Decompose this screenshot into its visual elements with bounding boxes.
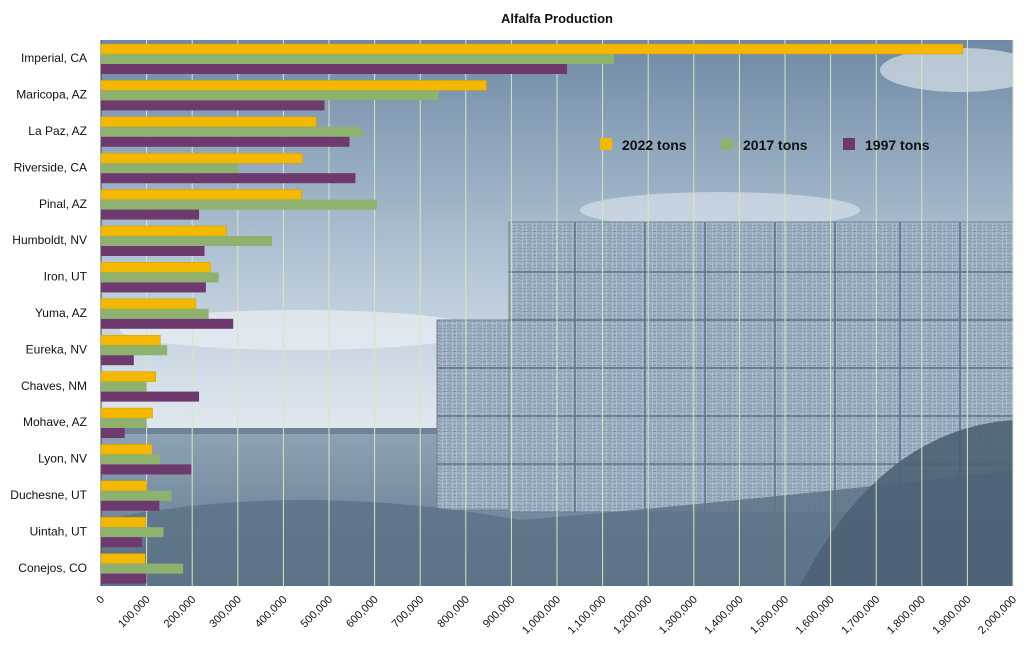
x-tick-label: 800,000 — [435, 594, 472, 631]
category-label: Iron, UT — [44, 270, 88, 284]
bar — [100, 553, 146, 564]
category-labels: Imperial, CA Maricopa, AZ La Paz, AZ Rivers… — [10, 51, 87, 575]
bar — [101, 199, 377, 210]
category-label: Imperial, CA — [21, 51, 87, 65]
bar — [101, 355, 134, 366]
bar — [101, 381, 147, 392]
legend-label: 1997 tons — [865, 137, 930, 153]
bar — [101, 418, 147, 428]
bar — [101, 100, 325, 111]
x-tick-label: 1,800,000 — [885, 594, 928, 637]
bar — [101, 308, 209, 319]
bar — [101, 282, 206, 293]
bar — [101, 563, 184, 574]
bar — [100, 80, 487, 91]
legend: 2022 tons 2017 tons 1997 tons — [600, 137, 930, 153]
bar — [101, 345, 168, 356]
bars — [100, 43, 964, 584]
bar — [101, 136, 350, 147]
x-tick-label: 1,700,000 — [839, 594, 882, 637]
bar — [100, 516, 146, 528]
bar — [101, 90, 439, 101]
x-axis-tick-labels: 0 100,000 200,000 300,000 400,000 500,000 600,… — [94, 594, 1019, 637]
x-tick-label: 700,000 — [390, 594, 427, 631]
bar — [100, 43, 964, 55]
bar — [101, 464, 192, 475]
bar — [100, 225, 227, 237]
bar — [101, 318, 234, 329]
category-label: Lyon, NV — [38, 452, 87, 466]
category-label: Humboldt, NV — [12, 233, 87, 247]
bar — [100, 262, 211, 273]
x-tick-label: 1,000,000 — [520, 594, 563, 637]
bar — [101, 428, 125, 438]
category-label: La Paz, AZ — [28, 124, 87, 138]
category-label: Mohave, AZ — [23, 415, 87, 429]
x-tick-label: 900,000 — [481, 594, 518, 631]
bar — [101, 54, 614, 64]
bar — [101, 64, 568, 74]
bar — [101, 391, 200, 402]
bar — [101, 454, 161, 465]
category-label: Riverside, CA — [14, 160, 87, 174]
x-tick-label: 1,500,000 — [748, 594, 791, 637]
chart-title: Alfalfa Production — [501, 11, 613, 26]
legend-label: 2017 tons — [743, 137, 808, 153]
bar — [101, 500, 160, 511]
bar — [101, 236, 272, 246]
x-tick-label: 1,200,000 — [611, 594, 654, 637]
bar — [101, 126, 362, 137]
x-tick-label: 2,000,000 — [976, 594, 1019, 637]
bar — [100, 152, 303, 164]
bar — [101, 527, 164, 538]
bar — [101, 490, 172, 501]
bar — [100, 444, 153, 455]
bar — [100, 298, 197, 310]
x-tick-label: 300,000 — [207, 594, 244, 631]
category-label: Pinal, AZ — [39, 197, 87, 211]
x-tick-label: 200,000 — [162, 594, 199, 631]
bar — [101, 272, 219, 283]
x-tick-label: 0 — [94, 594, 107, 607]
category-label: Yuma, AZ — [35, 306, 87, 320]
x-tick-label: 1,600,000 — [794, 594, 837, 637]
bar — [101, 209, 200, 220]
bar — [100, 189, 302, 200]
category-label: Maricopa, AZ — [16, 88, 87, 102]
legend-label: 2022 tons — [622, 137, 687, 153]
bar — [101, 163, 239, 174]
bar — [101, 537, 143, 548]
legend-swatch — [600, 138, 612, 150]
bar — [101, 246, 205, 256]
category-label: Duchesne, UT — [10, 488, 87, 502]
bar — [100, 334, 161, 346]
x-tick-label: 1,400,000 — [702, 594, 745, 637]
legend-swatch — [843, 138, 855, 150]
x-tick-label: 400,000 — [253, 594, 290, 631]
x-tick-label: 600,000 — [344, 594, 381, 631]
category-label: Uintah, UT — [30, 524, 88, 538]
bar — [100, 371, 156, 382]
x-tick-label: 100,000 — [116, 594, 153, 631]
x-tick-label: 1,300,000 — [657, 594, 700, 637]
legend-swatch — [721, 138, 733, 150]
bar — [100, 407, 153, 419]
bar — [100, 480, 147, 492]
x-tick-label: 500,000 — [299, 594, 336, 631]
x-tick-label: 1,900,000 — [930, 594, 973, 637]
bar — [101, 173, 356, 184]
x-tick-label: 1,100,000 — [566, 594, 609, 637]
category-label: Eureka, NV — [26, 342, 87, 356]
bar — [101, 573, 147, 584]
category-label: Chaves, NM — [21, 379, 87, 393]
category-label: Conejos, CO — [18, 561, 87, 575]
bar — [100, 116, 317, 128]
